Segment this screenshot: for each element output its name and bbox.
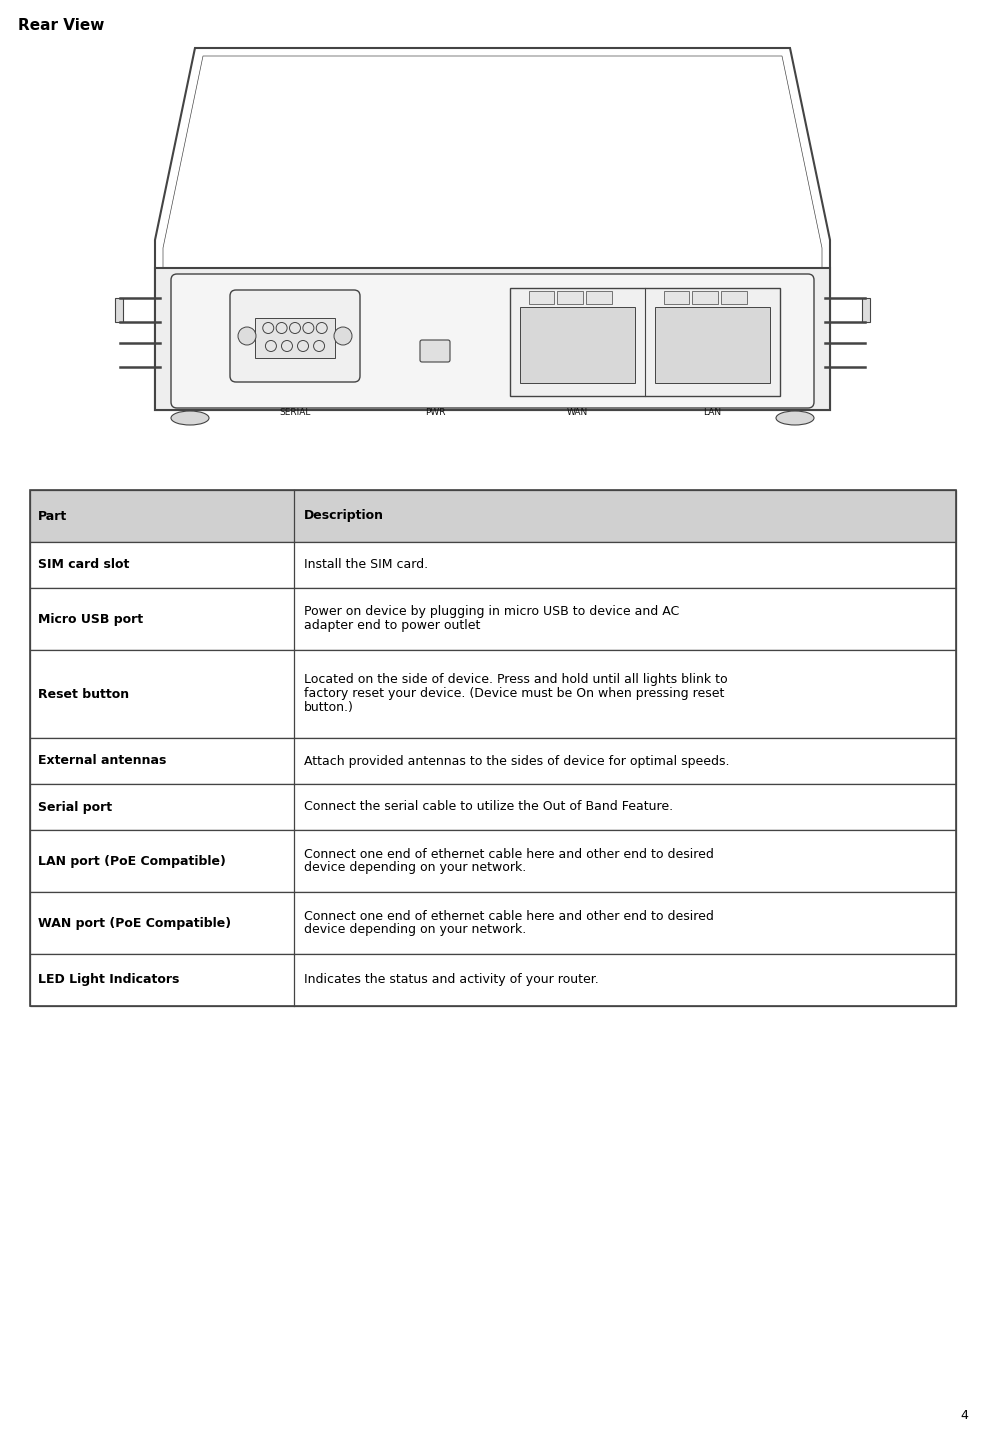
Text: adapter end to power outlet: adapter end to power outlet xyxy=(304,619,480,632)
Text: device depending on your network.: device depending on your network. xyxy=(304,861,527,874)
Bar xyxy=(30,891,956,953)
Bar xyxy=(721,291,746,304)
Bar xyxy=(510,288,780,396)
Text: SIM card slot: SIM card slot xyxy=(38,559,129,572)
Bar xyxy=(254,318,335,359)
Circle shape xyxy=(334,327,352,346)
Bar xyxy=(30,490,956,541)
Text: Located on the side of device. Press and hold until all lights blink to: Located on the side of device. Press and… xyxy=(304,674,728,687)
Bar xyxy=(115,298,123,323)
Bar xyxy=(557,291,583,304)
Text: Serial port: Serial port xyxy=(38,801,112,814)
Bar xyxy=(30,783,956,829)
Text: Power on device by plugging in micro USB to device and AC: Power on device by plugging in micro USB… xyxy=(304,605,679,619)
Polygon shape xyxy=(155,48,830,410)
Text: 4: 4 xyxy=(960,1408,968,1423)
Text: LAN port (PoE Compatible): LAN port (PoE Compatible) xyxy=(38,854,226,867)
Text: factory reset your device. (Device must be On when pressing reset: factory reset your device. (Device must … xyxy=(304,687,725,700)
Ellipse shape xyxy=(171,410,209,425)
Bar xyxy=(30,588,956,649)
Bar xyxy=(520,308,635,383)
Text: button.): button.) xyxy=(304,701,354,714)
Text: Attach provided antennas to the sides of device for optimal speeds.: Attach provided antennas to the sides of… xyxy=(304,755,730,768)
Bar xyxy=(30,649,956,737)
Bar xyxy=(692,291,718,304)
Bar xyxy=(30,829,956,891)
Text: Connect the serial cable to utilize the Out of Band Feature.: Connect the serial cable to utilize the … xyxy=(304,801,673,814)
Bar xyxy=(655,308,770,383)
Bar xyxy=(30,953,956,1007)
Text: LED Light Indicators: LED Light Indicators xyxy=(38,973,179,986)
FancyBboxPatch shape xyxy=(420,340,450,361)
Text: Reset button: Reset button xyxy=(38,687,129,700)
Text: Micro USB port: Micro USB port xyxy=(38,612,143,625)
Circle shape xyxy=(238,327,256,346)
Text: Description: Description xyxy=(304,510,384,523)
Ellipse shape xyxy=(776,410,814,425)
Bar xyxy=(155,268,830,410)
FancyBboxPatch shape xyxy=(230,289,360,382)
Bar xyxy=(664,291,689,304)
Bar xyxy=(30,490,956,1007)
Text: Connect one end of ethernet cable here and other end to desired: Connect one end of ethernet cable here a… xyxy=(304,848,714,861)
Bar xyxy=(586,291,611,304)
Text: LAN: LAN xyxy=(703,408,722,418)
Text: device depending on your network.: device depending on your network. xyxy=(304,923,527,936)
FancyBboxPatch shape xyxy=(171,274,814,408)
Bar xyxy=(30,541,956,588)
Text: External antennas: External antennas xyxy=(38,755,167,768)
Text: Indicates the status and activity of your router.: Indicates the status and activity of you… xyxy=(304,973,599,986)
Text: PWR: PWR xyxy=(425,408,446,418)
Text: WAN: WAN xyxy=(567,408,588,418)
Text: WAN port (PoE Compatible): WAN port (PoE Compatible) xyxy=(38,916,231,929)
Text: SERIAL: SERIAL xyxy=(279,408,311,418)
Bar xyxy=(528,291,554,304)
Text: Rear View: Rear View xyxy=(18,17,105,33)
Bar xyxy=(862,298,870,323)
Text: Install the SIM card.: Install the SIM card. xyxy=(304,559,428,572)
Text: Part: Part xyxy=(38,510,67,523)
Bar xyxy=(30,737,956,783)
Text: Connect one end of ethernet cable here and other end to desired: Connect one end of ethernet cable here a… xyxy=(304,910,714,923)
